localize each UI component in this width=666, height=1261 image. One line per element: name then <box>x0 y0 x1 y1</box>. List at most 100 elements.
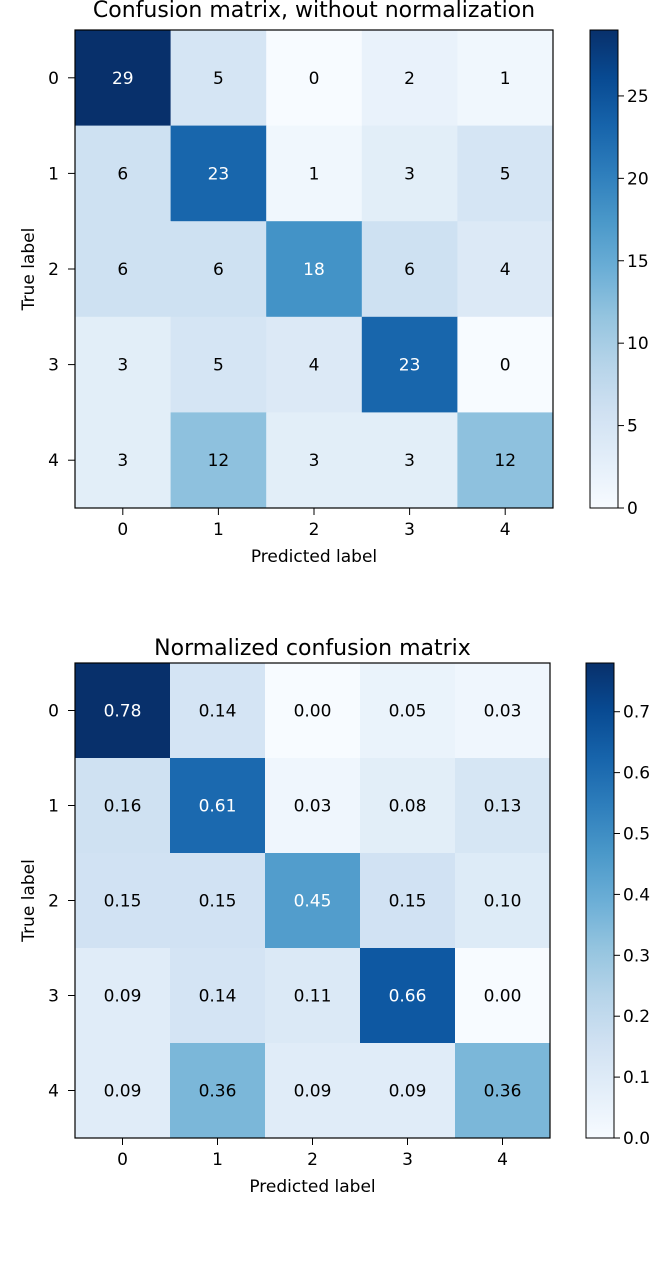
colorbar <box>585 662 615 1139</box>
colorbar-tick-label: 25 <box>627 87 649 107</box>
cell-label: 0.03 <box>484 702 522 722</box>
heatmap-cell <box>170 316 267 413</box>
cell-label: 0.09 <box>104 1082 142 1102</box>
cell-label: 0.05 <box>389 702 427 722</box>
heatmap-cell <box>265 663 361 759</box>
cell-label: 0.15 <box>104 892 142 912</box>
heatmap-cell <box>360 948 456 1044</box>
x-axis-label: Predicted label <box>251 547 377 567</box>
cell-label: 0.78 <box>104 702 142 722</box>
x-tick-label: 4 <box>500 520 511 540</box>
cell-label: 6 <box>213 260 224 280</box>
y-tick-label: 4 <box>48 451 59 471</box>
x-tick-label: 0 <box>117 1150 128 1170</box>
heatmap-cell <box>455 948 551 1044</box>
heatmap-cell <box>361 316 458 413</box>
heatmap-cell <box>455 853 551 949</box>
cell-label: 0.36 <box>199 1082 237 1102</box>
heatmap-cell <box>266 30 363 127</box>
cell-label: 0.61 <box>199 797 237 817</box>
chart-title: Confusion matrix, without normalization <box>93 0 535 23</box>
cell-label: 0.09 <box>294 1082 332 1102</box>
cell-label: 6 <box>117 260 128 280</box>
heatmap-cell <box>455 663 551 759</box>
cell-label: 5 <box>213 356 224 376</box>
cell-label: 29 <box>112 69 134 89</box>
heatmap-cell <box>170 221 267 318</box>
heatmap-cell <box>266 221 363 318</box>
y-tick-label: 0 <box>48 69 59 89</box>
y-tick-label: 4 <box>48 1082 59 1102</box>
heatmap-cell <box>170 948 266 1044</box>
heatmap-cell <box>75 948 171 1044</box>
colorbar-tick-label: 0.0 <box>623 1129 650 1149</box>
cell-label: 0.15 <box>389 892 427 912</box>
cell-label: 12 <box>208 451 230 471</box>
heatmap-cell <box>170 125 267 222</box>
heatmap-cell <box>457 30 554 127</box>
heatmap-cell <box>170 663 266 759</box>
heatmap-cell <box>265 948 361 1044</box>
heatmap-cell <box>75 758 171 854</box>
heatmap-cell <box>75 125 172 222</box>
heatmap-cell <box>455 1043 551 1139</box>
heatmap-cell <box>455 758 551 854</box>
x-axis-label: Predicted label <box>249 1177 375 1197</box>
y-axis-label: True label <box>19 859 39 943</box>
heatmap-cell <box>170 412 267 509</box>
heatmap-cell <box>170 853 266 949</box>
cell-label: 0.14 <box>199 702 237 722</box>
cell-label: 0.00 <box>484 987 522 1007</box>
cell-label: 5 <box>500 164 511 184</box>
heatmap-cell <box>75 1043 171 1139</box>
heatmap-cell <box>457 316 554 413</box>
heatmap-cell <box>360 663 456 759</box>
cell-label: 1 <box>309 164 320 184</box>
colorbar-tick-label: 5 <box>627 417 638 437</box>
heatmap-cell <box>360 1043 456 1139</box>
y-tick-label: 1 <box>48 164 59 184</box>
heatmap-cell <box>361 30 458 127</box>
colorbar-tick-label: 15 <box>627 252 649 272</box>
cell-label: 0.66 <box>389 987 427 1007</box>
cell-label: 0.08 <box>389 797 427 817</box>
colorbar-tick-label: 0.7 <box>623 703 650 723</box>
cell-label: 6 <box>404 260 415 280</box>
cell-label: 6 <box>117 164 128 184</box>
colorbar-tick-label: 0.6 <box>623 764 650 784</box>
cell-label: 18 <box>303 260 325 280</box>
cell-label: 0.09 <box>389 1082 427 1102</box>
heatmap-cell <box>75 30 172 127</box>
heatmap-cell <box>360 758 456 854</box>
cell-label: 0.36 <box>484 1082 522 1102</box>
cell-label: 3 <box>117 356 128 376</box>
cell-label: 0.13 <box>484 797 522 817</box>
colorbar-tick-label: 0.3 <box>623 946 650 966</box>
heatmap-cell <box>457 221 554 318</box>
x-tick-label: 0 <box>117 520 128 540</box>
cell-label: 0.10 <box>484 892 522 912</box>
y-tick-label: 0 <box>48 702 59 722</box>
cell-label: 0.14 <box>199 987 237 1007</box>
colorbar-tick-label: 20 <box>627 169 649 189</box>
cell-label: 4 <box>500 260 511 280</box>
cell-label: 2 <box>404 69 415 89</box>
cell-label: 1 <box>500 69 511 89</box>
colorbar-tick-label: 10 <box>627 334 649 354</box>
y-axis-label: True label <box>19 228 39 312</box>
cell-label: 12 <box>494 451 516 471</box>
y-tick-label: 2 <box>48 892 59 912</box>
heatmap-cell <box>170 758 266 854</box>
y-tick-label: 2 <box>48 260 59 280</box>
cell-label: 5 <box>213 69 224 89</box>
heatmap-cell <box>75 221 172 318</box>
heatmap-cell <box>75 412 172 509</box>
cell-label: 0.15 <box>199 892 237 912</box>
x-tick-label: 4 <box>497 1150 508 1170</box>
colorbar <box>589 29 619 509</box>
colorbar-tick-label: 0.2 <box>623 1007 650 1027</box>
heatmap-cell <box>457 125 554 222</box>
heatmap-cell <box>265 758 361 854</box>
